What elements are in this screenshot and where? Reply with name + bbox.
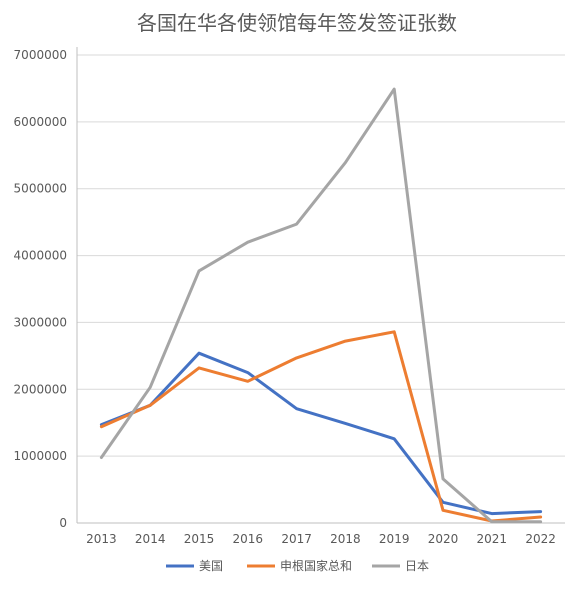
x-tick-label: 2013 <box>86 532 117 546</box>
y-tick-label: 1000000 <box>14 449 67 463</box>
y-tick-label: 6000000 <box>14 115 67 129</box>
x-tick-label: 2014 <box>135 532 166 546</box>
series-line-2 <box>99 87 543 524</box>
x-tick-label: 2018 <box>330 532 361 546</box>
chart-title: 各国在华各使领馆每年签发签证张数 <box>137 11 457 35</box>
y-tick-label: 7000000 <box>14 48 67 62</box>
x-tick-label: 2016 <box>233 532 264 546</box>
x-tick-label: 2017 <box>281 532 312 546</box>
x-tick-label: 2022 <box>525 532 556 546</box>
y-tick-label: 3000000 <box>14 315 67 329</box>
legend-label: 申根国家总和 <box>280 558 352 573</box>
x-tick-label: 2015 <box>184 532 215 546</box>
legend: 美国 申根国家总和 日本 <box>166 558 429 573</box>
x-tick-label: 2020 <box>428 532 459 546</box>
y-axis-tick-labels: 0 1000000 2000000 3000000 4000000 5000000 6000… <box>14 48 67 530</box>
x-axis-tick-labels: 2013 2014 2015 2016 2017 2018 2019 2020 2021 2022 <box>86 532 556 546</box>
y-tick-label: 5000000 <box>14 182 67 196</box>
y-tick-label: 2000000 <box>14 382 67 396</box>
y-tick-label: 0 <box>59 516 67 530</box>
series-lines <box>99 87 543 524</box>
series-line-0 <box>99 351 543 516</box>
legend-label: 美国 <box>199 559 223 573</box>
axes <box>76 47 565 524</box>
x-tick-label: 2021 <box>477 532 508 546</box>
gridlines <box>77 54 565 457</box>
x-tick-label: 2019 <box>379 532 410 546</box>
series-line-1 <box>99 330 543 523</box>
y-tick-label: 4000000 <box>14 249 67 263</box>
legend-label: 日本 <box>405 559 429 573</box>
